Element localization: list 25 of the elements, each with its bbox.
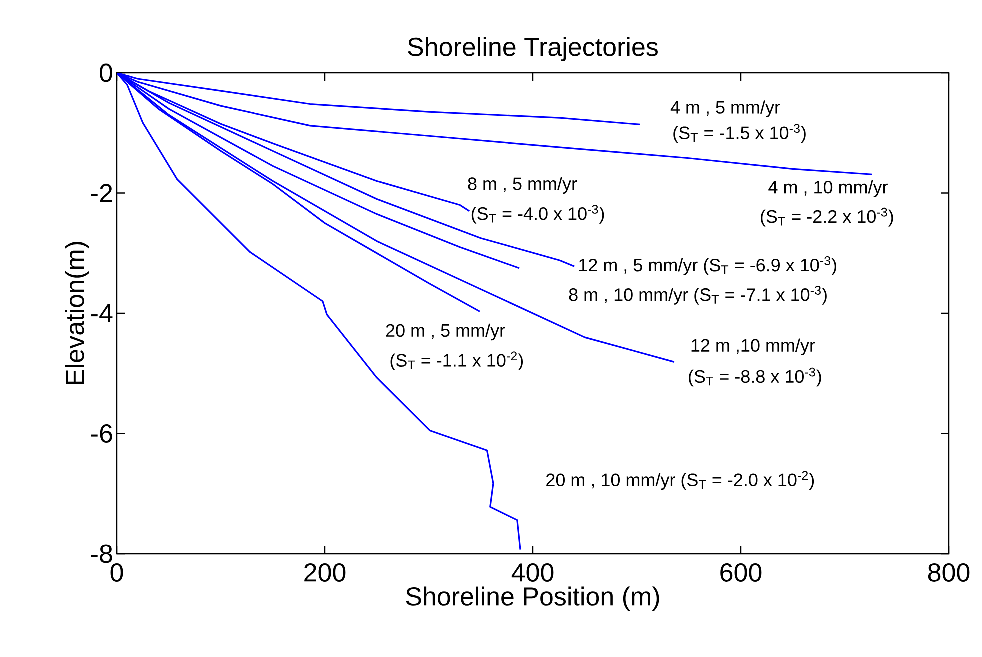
annotation: 20 m , 5 mm/yr bbox=[386, 324, 506, 341]
x-tick-label: 600 bbox=[720, 564, 762, 582]
y-tick-label: 0 bbox=[100, 64, 112, 82]
x-tick-label: 400 bbox=[512, 564, 554, 582]
y-tick-label: -8 bbox=[92, 544, 112, 564]
annotation: 8 m , 5 mm/yr bbox=[468, 177, 578, 194]
annotation: (S$_{T}$ = -8.8 x 10$^{-3}$) bbox=[689, 368, 822, 387]
annotation: (S$_{T}$ = -1.5 x 10$^{-3}$) bbox=[674, 124, 806, 144]
y-tick-label: -6 bbox=[92, 424, 112, 443]
annotation: (S$_{T}$ = -2.2 x 10$^{-3}$) bbox=[761, 208, 894, 227]
annotation: 8 m , 10 mm/yr (S$_{T}$ = -7.1 x 10$^{-3}$) bbox=[569, 286, 827, 305]
annotation: 4 m , 5 mm/yr bbox=[670, 100, 780, 118]
x-tick-label: 200 bbox=[304, 564, 346, 582]
annotation: 12 m , 5 mm/yr (S$_{T}$ = -6.9 x 10$^{-3}$) bbox=[579, 256, 836, 276]
annotation: 4 m , 10 mm/yr bbox=[768, 180, 888, 198]
x-tick-label: 800 bbox=[928, 564, 970, 582]
y-axis-title: Elevation(m) bbox=[65, 242, 90, 384]
annotation: (S$_{T}$ = -4.0 x 10$^{-3}$) bbox=[472, 205, 604, 224]
y-tick-label: -2 bbox=[92, 184, 112, 202]
annotation: 20 m , 10 mm/yr (S$_{T}$ = -2.0 x 10$^{-2}$) bbox=[546, 471, 814, 490]
annotation: (S$_{T}$ = -1.1 x 10$^{-2}$) bbox=[390, 352, 524, 371]
x-axis-title: Shoreline Position (m) bbox=[406, 586, 660, 612]
y-tick-label: -4 bbox=[92, 304, 113, 322]
chart-title: Shoreline Trajectories bbox=[408, 37, 658, 62]
annotation: 12 m ,10 mm/yr bbox=[692, 338, 816, 356]
